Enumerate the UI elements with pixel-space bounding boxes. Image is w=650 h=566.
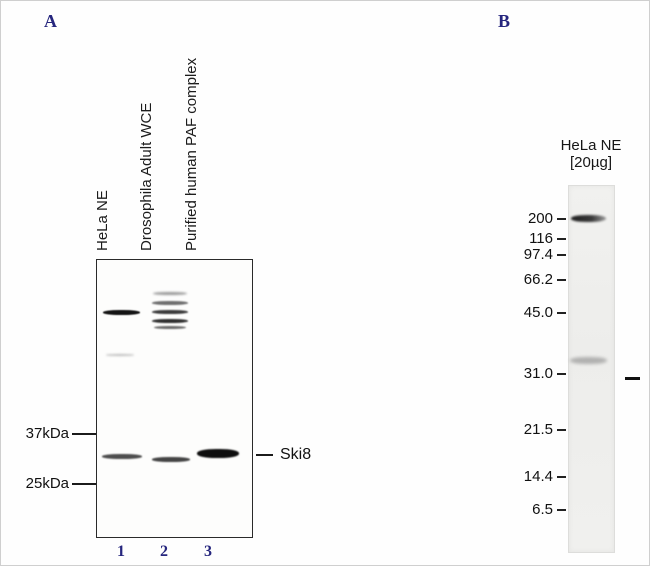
marker-200-label: 200 [527,210,553,227]
band-lane2-lower [152,457,190,462]
band-strip-31 [570,357,607,364]
marker-31-tick [557,373,566,375]
band-lane2-smear-3 [152,310,188,314]
panel-a-label: A [44,11,57,31]
marker-66-label: 66.2 [523,271,553,288]
band-lane2-smear-1 [153,292,187,295]
marker-37kda-label: 37kDa [25,425,69,442]
panel-b-label: B [498,11,511,31]
marker-31-label: 31.0 [523,365,553,382]
marker-14-tick [557,476,566,478]
marker-14-label: 14.4 [523,468,553,485]
marker-25kda-tick [72,483,96,485]
lane-3-number: 3 [204,543,212,560]
marker-116-tick [557,238,566,240]
band-indicator-dash [625,377,640,380]
marker-21-label: 21.5 [523,421,553,438]
marker-66-tick [557,279,566,281]
band-lane1-faint [106,354,134,356]
lane-1-label: HeLa NE [94,190,111,251]
band-lane2-smear-4 [152,319,188,323]
marker-45-tick [557,312,566,314]
lane-2-number: 2 [160,543,168,560]
ski8-pointer-line [256,454,273,456]
lane-2-label: Drosophila Adult WCE [138,102,155,251]
panel-b-blot-strip [568,185,615,553]
panel-a-blot-image [96,259,253,538]
marker-97-tick [557,254,566,256]
marker-21-tick [557,429,566,431]
marker-37kda-tick [72,433,96,435]
lane-3-label: Purified human PAF complex [183,57,200,251]
marker-97-label: 97.4 [523,246,553,263]
band-lane2-smear-5 [154,326,186,329]
ski8-label: Ski8 [280,446,312,463]
band-lane1-lower [102,454,142,459]
band-strip-200 [571,215,606,222]
band-lane1-upper [103,310,140,315]
marker-6-tick [557,509,566,511]
sample-name: HeLa NE [560,137,622,154]
marker-200-tick [557,218,566,220]
marker-116-label: 116 [529,230,553,247]
marker-45-label: 45.0 [523,304,553,321]
band-lane2-smear-2 [152,301,188,305]
panel-b-sample-label: HeLa NE [20µg] [541,137,641,171]
sample-amount: [20µg] [569,154,612,171]
lane-1-number: 1 [117,543,125,560]
band-lane3-strong [197,449,239,458]
marker-25kda-label: 25kDa [25,475,69,492]
marker-6-label: 6.5 [532,501,553,518]
